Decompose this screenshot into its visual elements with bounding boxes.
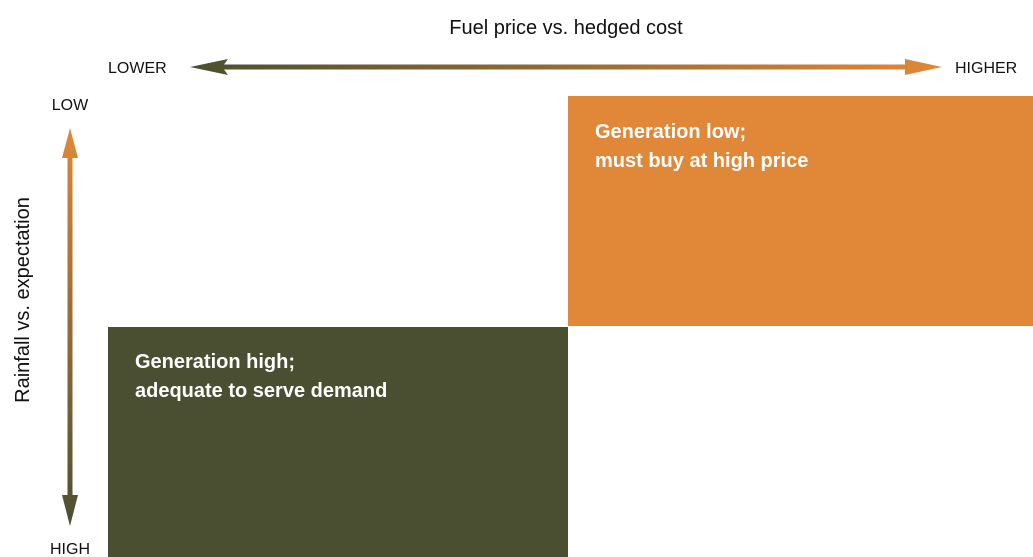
x-axis-title: Fuel price vs. hedged cost [449, 17, 683, 39]
quadrant-text: Generation low; [595, 121, 746, 143]
quadrant-box [568, 96, 1033, 326]
x-high-label: HIGHER [955, 60, 1017, 77]
y-arrow [62, 128, 78, 526]
x-low-label: LOWER [108, 60, 167, 77]
quadrant-text: adequate to serve demand [135, 380, 387, 402]
y-axis-title: Rainfall vs. expectation [12, 197, 34, 403]
x-arrow [190, 59, 942, 75]
quadrant-box [108, 327, 568, 557]
quadrant-text: Generation high; [135, 351, 295, 373]
quadrant-text: must buy at high price [595, 150, 808, 172]
y-low-label: LOW [52, 97, 89, 114]
y-high-label: HIGH [50, 541, 90, 557]
